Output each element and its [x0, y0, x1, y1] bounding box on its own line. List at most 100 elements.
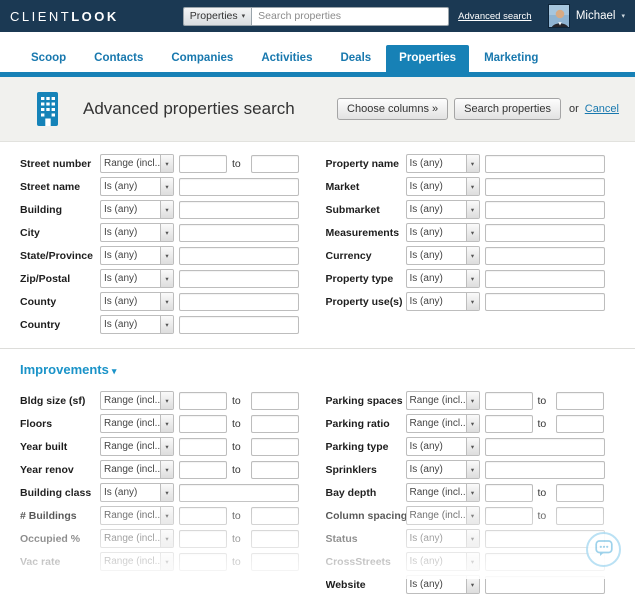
operator-select[interactable]: Range (incl...▾ [406, 414, 480, 433]
value-input-min[interactable] [485, 415, 533, 433]
search-properties-button[interactable]: Search properties [454, 98, 561, 120]
value-input-min[interactable] [179, 530, 227, 548]
operator-select[interactable]: Is (any)▾ [406, 223, 480, 242]
value-input[interactable] [485, 224, 605, 242]
value-input-min[interactable] [179, 461, 227, 479]
value-input-min[interactable] [179, 155, 227, 173]
chevron-down-icon: ▾ [466, 247, 479, 264]
tab-deals[interactable]: Deals [327, 45, 384, 72]
value-input[interactable] [179, 270, 299, 288]
advanced-search-link[interactable]: Advanced search [458, 11, 531, 22]
value-input-min[interactable] [179, 415, 227, 433]
operator-select[interactable]: Is (any)▾ [100, 315, 174, 334]
field-row-bldg-size-sf: Bldg size (sf)Range (incl...▾to [20, 389, 310, 412]
operator-select[interactable]: Is (any)▾ [406, 154, 480, 173]
operator-select[interactable]: Is (any)▾ [100, 483, 174, 502]
operator-select[interactable]: Is (any)▾ [406, 246, 480, 265]
value-input-max[interactable] [251, 507, 299, 525]
chevron-down-icon: ▾ [466, 507, 479, 524]
value-input-max[interactable] [251, 155, 299, 173]
value-input[interactable] [485, 270, 605, 288]
tab-companies[interactable]: Companies [158, 45, 246, 72]
value-input-max[interactable] [556, 484, 604, 502]
value-input-max[interactable] [251, 530, 299, 548]
value-input[interactable] [485, 576, 605, 594]
value-input-min[interactable] [179, 392, 227, 410]
operator-select[interactable]: Is (any)▾ [406, 575, 480, 594]
tab-marketing[interactable]: Marketing [471, 45, 551, 72]
operator-select[interactable]: Range (incl...▾ [406, 391, 480, 410]
value-input[interactable] [485, 247, 605, 265]
value-input[interactable] [179, 224, 299, 242]
value-input-min[interactable] [485, 507, 533, 525]
chevron-down-icon: ▾ [466, 392, 479, 409]
chat-button[interactable] [586, 532, 621, 567]
value-input[interactable] [179, 178, 299, 196]
operator-select[interactable]: Range (incl...▾ [100, 391, 174, 410]
operator-select[interactable]: Is (any)▾ [406, 200, 480, 219]
tab-activities[interactable]: Activities [248, 45, 325, 72]
tab-contacts[interactable]: Contacts [81, 45, 156, 72]
value-input[interactable] [485, 438, 605, 456]
value-input[interactable] [485, 293, 605, 311]
value-input-max[interactable] [251, 392, 299, 410]
chevron-down-icon: ▾ [242, 12, 246, 20]
to-label: to [232, 533, 241, 545]
operator-select[interactable]: Is (any)▾ [406, 552, 480, 571]
operator-select[interactable]: Is (any)▾ [406, 177, 480, 196]
value-input[interactable] [485, 155, 605, 173]
value-input-max[interactable] [251, 461, 299, 479]
value-input[interactable] [485, 201, 605, 219]
value-input-min[interactable] [485, 392, 533, 410]
operator-select[interactable]: Is (any)▾ [406, 460, 480, 479]
operator-select[interactable]: Is (any)▾ [406, 529, 480, 548]
operator-select[interactable]: Is (any)▾ [406, 292, 480, 311]
value-input-max[interactable] [556, 392, 604, 410]
value-input[interactable] [485, 461, 605, 479]
operator-select[interactable]: Is (any)▾ [406, 269, 480, 288]
operator-select[interactable]: Range (incl...▾ [100, 552, 174, 571]
operator-select[interactable]: Range (incl...▾ [406, 483, 480, 502]
value-input-max[interactable] [556, 415, 604, 433]
value-input[interactable] [179, 484, 299, 502]
value-input[interactable] [179, 247, 299, 265]
operator-select[interactable]: Is (any)▾ [100, 292, 174, 311]
operator-select[interactable]: Is (any)▾ [100, 200, 174, 219]
search-input[interactable] [251, 7, 449, 26]
value-input-max[interactable] [556, 507, 604, 525]
operator-select[interactable]: Range (incl...▾ [100, 414, 174, 433]
value-input-max[interactable] [251, 415, 299, 433]
tab-properties[interactable]: Properties [386, 45, 469, 72]
operator-select[interactable]: Range (incl...▾ [100, 437, 174, 456]
operator-select[interactable]: Is (any)▾ [100, 269, 174, 288]
value-input[interactable] [179, 201, 299, 219]
value-input[interactable] [179, 316, 299, 334]
improvements-section-toggle[interactable]: Improvements▾ [0, 349, 635, 384]
value-input-max[interactable] [251, 438, 299, 456]
operator-select[interactable]: Is (any)▾ [100, 223, 174, 242]
value-input[interactable] [485, 178, 605, 196]
user-menu[interactable]: Michael ▾ [548, 4, 625, 28]
choose-columns-button[interactable]: Choose columns » [337, 98, 448, 120]
operator-select[interactable]: Is (any)▾ [100, 177, 174, 196]
operator-select[interactable]: Range (incl...▾ [100, 506, 174, 525]
tab-scoop[interactable]: Scoop [18, 45, 79, 72]
operator-value: Is (any) [407, 250, 466, 261]
cancel-link[interactable]: Cancel [585, 103, 619, 115]
operator-select[interactable]: Range (incl...▾ [100, 460, 174, 479]
operator-select[interactable]: Is (any)▾ [100, 246, 174, 265]
operator-select[interactable]: Range (incl...▾ [100, 529, 174, 548]
operator-select[interactable]: Range (incl...▾ [406, 506, 480, 525]
value-input[interactable] [179, 293, 299, 311]
value-input-min[interactable] [179, 553, 227, 571]
search-scope-button[interactable]: Properties ▾ [183, 7, 251, 26]
chevron-down-icon: ▾ [160, 415, 173, 432]
value-input-min[interactable] [179, 507, 227, 525]
operator-select[interactable]: Range (incl...▾ [100, 154, 174, 173]
value-input-min[interactable] [179, 438, 227, 456]
value-input-min[interactable] [485, 484, 533, 502]
operator-select[interactable]: Is (any)▾ [406, 437, 480, 456]
value-input-max[interactable] [251, 553, 299, 571]
